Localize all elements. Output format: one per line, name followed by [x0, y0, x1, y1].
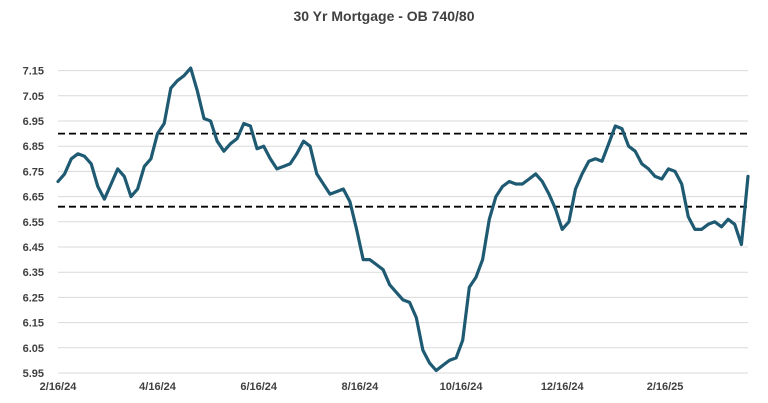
x-tick-label: 10/16/24 [440, 381, 484, 393]
y-axis-ticks: 5.95 6.05 6.15 6.25 6.35 6.45 6.55 6.65 6.75 6.85… [23, 66, 44, 380]
y-tick-label: 6.65 [23, 192, 44, 204]
reference-lines [58, 132, 748, 208]
y-tick-label: 7.05 [23, 91, 44, 103]
x-axis-ticks: 2/16/24 4/16/24 6/16/24 8/16/24 10/16/24 12/1… [40, 381, 684, 393]
y-tick-label: 6.35 [23, 267, 44, 279]
series-layer [56, 66, 750, 373]
y-tick-label: 6.95 [23, 116, 44, 128]
chart-title: 30 Yr Mortgage - OB 740/80 [293, 8, 475, 24]
y-tick-label: 5.95 [23, 368, 44, 380]
y-tick-label: 6.45 [23, 242, 44, 254]
series-line [56, 66, 750, 373]
x-tick-label: 2/16/24 [40, 381, 78, 393]
x-tick-label: 8/16/24 [342, 381, 380, 393]
y-tick-label: 6.55 [23, 217, 44, 229]
y-tick-label: 7.15 [23, 66, 44, 78]
x-tick-label: 2/16/25 [647, 381, 684, 393]
y-tick-label: 6.15 [23, 318, 44, 330]
y-tick-label: 6.75 [23, 166, 44, 178]
x-tick-label: 4/16/24 [139, 381, 177, 393]
gridlines [58, 70, 748, 374]
y-tick-label: 6.85 [23, 141, 44, 153]
x-tick-label: 6/16/24 [240, 381, 278, 393]
y-tick-label: 6.25 [23, 292, 44, 304]
x-tick-label: 12/16/24 [541, 381, 585, 393]
y-tick-label: 6.05 [23, 343, 44, 355]
